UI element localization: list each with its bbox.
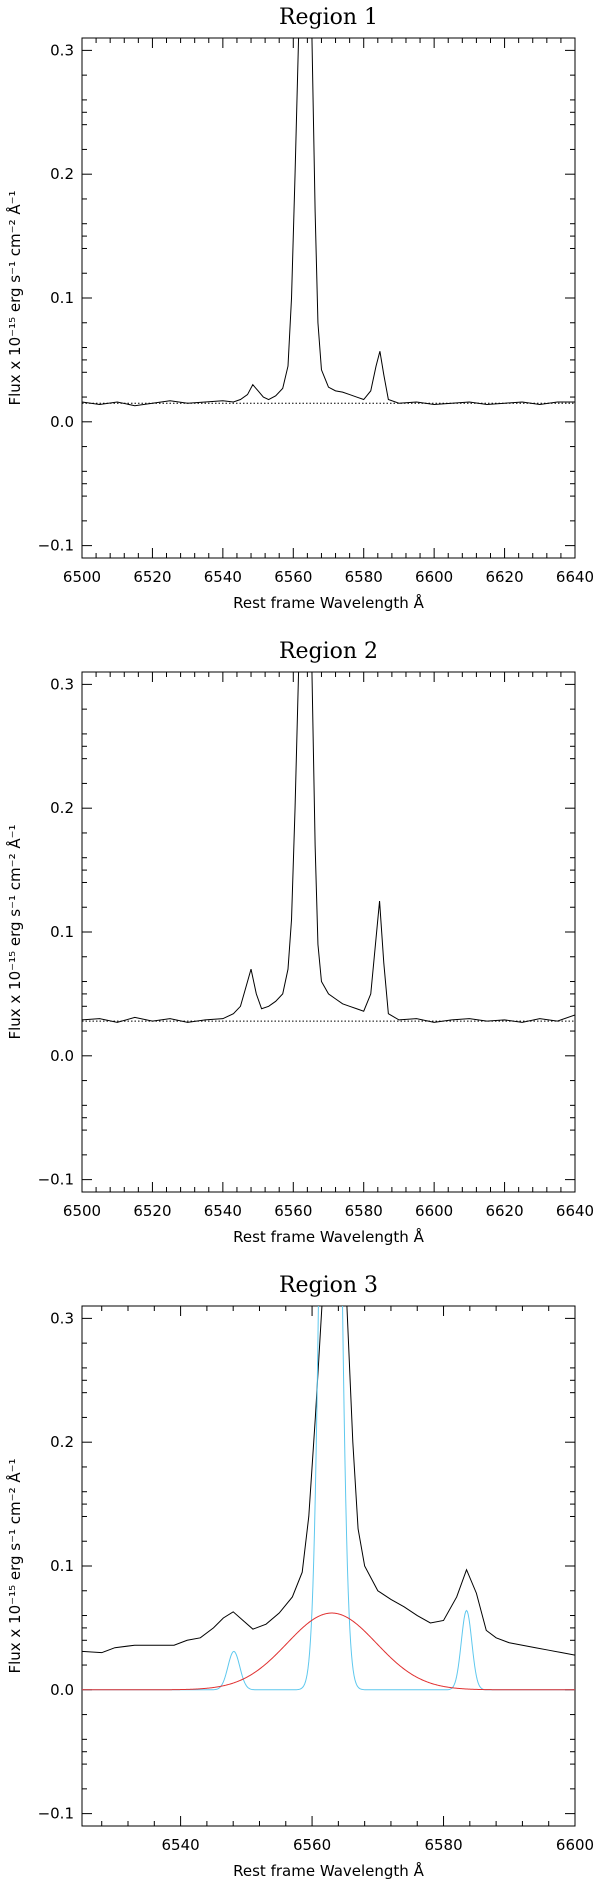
x-tick-label: 6500 bbox=[63, 568, 101, 586]
x-axis-label: Rest frame Wavelength Å bbox=[233, 593, 424, 612]
chart-title: Region 3 bbox=[279, 1273, 378, 1298]
y-axis-label: Flux x 10⁻¹⁵ erg s⁻¹ cm⁻² Å⁻¹ bbox=[5, 190, 24, 405]
chart-panel-1: Region 1 Rest frame Wavelength Å Flux x 10… bbox=[5, 5, 594, 612]
chart-panel-2: Region 2 Rest frame Wavelength Å Flux x 10… bbox=[5, 639, 594, 1246]
y-axis-label: Flux x 10⁻¹⁵ erg s⁻¹ cm⁻² Å⁻¹ bbox=[5, 1458, 24, 1673]
x-tick-label: 6600 bbox=[556, 1836, 594, 1854]
x-tick-label: 6560 bbox=[274, 568, 312, 586]
x-tick-label: 6520 bbox=[133, 1202, 171, 1220]
y-tick-label: 0.0 bbox=[50, 1047, 74, 1065]
x-tick-label: 6620 bbox=[485, 1202, 523, 1220]
y-tick-label: −0.1 bbox=[38, 537, 74, 555]
y-tick-label: 0.1 bbox=[50, 923, 74, 941]
plot-frame bbox=[81, 1305, 576, 1827]
x-tick-label: 6500 bbox=[63, 1202, 101, 1220]
y-tick-label: 0.1 bbox=[50, 1557, 74, 1575]
plot-area bbox=[82, 1306, 575, 1691]
y-tick-label: 0.0 bbox=[50, 1681, 74, 1699]
chart-panel-3: Region 3 Rest frame Wavelength Å Flux x 10… bbox=[5, 1273, 594, 1880]
plot-area bbox=[82, 38, 575, 407]
y-tick-label: −0.1 bbox=[38, 1171, 74, 1189]
plot-area bbox=[82, 672, 575, 1023]
y-tick-label: 0.3 bbox=[50, 1309, 74, 1327]
x-tick-label: 6580 bbox=[345, 568, 383, 586]
chart-title: Region 2 bbox=[279, 639, 378, 664]
fit-component-line bbox=[82, 1612, 575, 1691]
y-tick-label: 0.0 bbox=[50, 413, 74, 431]
chart-title: Region 1 bbox=[279, 5, 378, 30]
plot-frame bbox=[81, 37, 576, 559]
x-tick-label: 6640 bbox=[556, 568, 594, 586]
y-tick-label: 0.2 bbox=[50, 799, 74, 817]
x-tick-label: 6560 bbox=[293, 1836, 331, 1854]
x-tick-label: 6620 bbox=[485, 568, 523, 586]
x-tick-label: 6600 bbox=[415, 1202, 453, 1220]
x-tick-label: 6560 bbox=[274, 1202, 312, 1220]
x-tick-label: 6540 bbox=[204, 1202, 242, 1220]
y-tick-label: 0.1 bbox=[50, 289, 74, 307]
x-axis-label: Rest frame Wavelength Å bbox=[233, 1227, 424, 1246]
y-tick-label: −0.1 bbox=[38, 1805, 74, 1823]
y-tick-label: 0.3 bbox=[50, 41, 74, 59]
spectrum-line bbox=[82, 38, 575, 407]
plot-frame bbox=[81, 671, 576, 1193]
spectrum-line bbox=[82, 672, 575, 1023]
y-axis-label: Flux x 10⁻¹⁵ erg s⁻¹ cm⁻² Å⁻¹ bbox=[5, 824, 24, 1039]
x-tick-label: 6520 bbox=[133, 568, 171, 586]
x-axis-label: Rest frame Wavelength Å bbox=[233, 1861, 424, 1880]
y-tick-label: 0.2 bbox=[50, 1433, 74, 1451]
y-tick-label: 0.3 bbox=[50, 675, 74, 693]
x-tick-label: 6640 bbox=[556, 1202, 594, 1220]
x-tick-label: 6540 bbox=[162, 1836, 200, 1854]
x-tick-label: 6600 bbox=[415, 568, 453, 586]
y-tick-label: 0.2 bbox=[50, 165, 74, 183]
x-tick-label: 6580 bbox=[345, 1202, 383, 1220]
x-tick-label: 6580 bbox=[424, 1836, 462, 1854]
spectrum-line bbox=[82, 1306, 575, 1656]
x-tick-label: 6540 bbox=[204, 568, 242, 586]
